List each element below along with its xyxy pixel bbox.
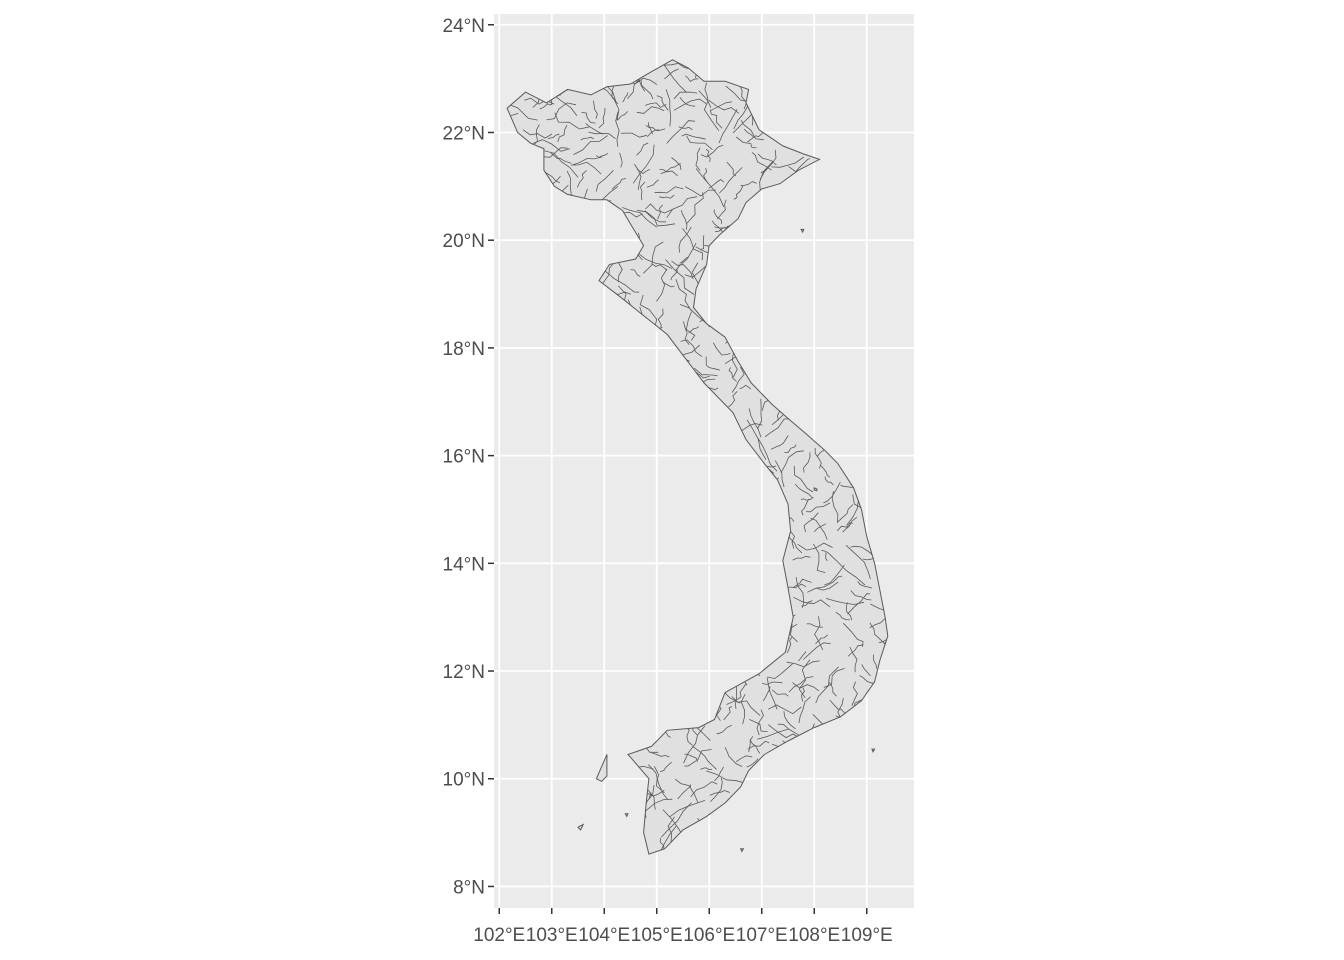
lon-tick-label: 107°E <box>736 925 788 946</box>
axes: 8°N 10°N 12°N 14°N 16°N 18°N 20°N 22°N 24°N 102°E… <box>443 16 893 946</box>
island-2 <box>813 487 818 492</box>
lat-tick-label: 20°N <box>443 231 485 252</box>
island-6 <box>577 823 585 831</box>
lon-tick-label: 106°E <box>683 925 735 946</box>
lat-tick-label: 18°N <box>443 339 485 360</box>
lat-tick-label: 14°N <box>443 554 485 575</box>
lat-tick-label: 12°N <box>443 662 485 683</box>
island-3 <box>871 748 876 753</box>
lon-tick-label: 102°E <box>473 925 525 946</box>
island-1 <box>595 754 608 783</box>
lon-tick-label: 108°E <box>788 925 840 946</box>
lat-tick-label: 10°N <box>443 770 485 791</box>
lon-tick-label: 104°E <box>578 925 630 946</box>
lat-tick-label: 8°N <box>453 877 485 898</box>
lat-tick-label: 22°N <box>443 123 485 144</box>
lon-tick-label: 109°E <box>841 925 893 946</box>
island-4 <box>800 228 805 234</box>
islands <box>577 228 876 853</box>
island-7 <box>739 848 745 853</box>
lon-tick-label: 103°E <box>526 925 578 946</box>
vietnam-mainland <box>506 59 889 855</box>
lon-tick-label: 105°E <box>631 925 683 946</box>
lat-tick-label: 24°N <box>443 16 485 37</box>
island-5 <box>624 813 629 818</box>
lat-tick-label: 16°N <box>443 447 485 468</box>
